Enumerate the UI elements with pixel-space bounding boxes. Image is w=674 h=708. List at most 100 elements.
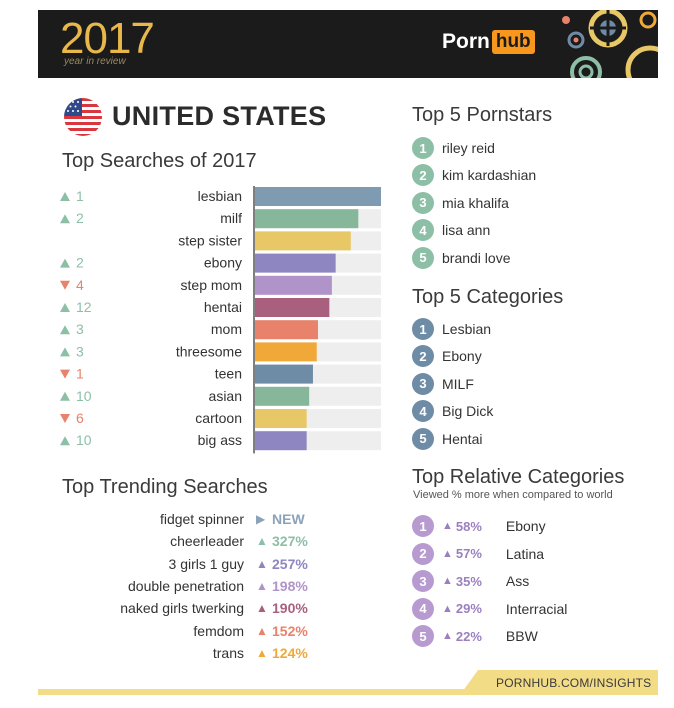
trending-term: trans — [212, 644, 244, 661]
bar-threesome — [255, 342, 317, 362]
arrow-up-icon: ▲ — [256, 578, 268, 593]
category-item: 3 MILF — [412, 372, 474, 395]
rank-change-value: 4 — [76, 277, 84, 293]
arrow-up-icon: ▲ — [256, 556, 268, 571]
arrow-up-icon: ▲ — [256, 645, 268, 660]
trending-value: 124% — [272, 644, 308, 661]
rank-up-icon — [60, 325, 70, 335]
category-label: big ass — [198, 432, 242, 448]
arrow-right-icon: ▶ — [256, 512, 266, 526]
relative-category-label: BBW — [505, 628, 538, 645]
pornstar-label: mia khalifa — [442, 194, 509, 211]
rank-down-icon — [60, 369, 70, 379]
rank-number-badge: 3 — [412, 372, 434, 395]
pornstar-item: 5 brandi love — [412, 246, 511, 269]
bar-milf — [255, 209, 359, 229]
bar-cartoon — [255, 409, 307, 428]
rank-up-icon — [60, 214, 70, 224]
trending-value: 257% — [272, 555, 308, 572]
bar-ebony — [255, 253, 336, 273]
arrow-up-icon: ▲ — [442, 547, 453, 560]
top-searches-title: Top Searches of 2017 — [62, 150, 257, 172]
relative-category-item: 1 ▲ 58% Ebony — [412, 515, 546, 537]
top-searches-chart: lesbian 1 milf 2 step sister ebony 2 step mom 4 h… — [60, 186, 381, 454]
category-label: cartoon — [195, 410, 242, 426]
rank-change-value: 12 — [76, 299, 92, 315]
rank-up-icon — [60, 436, 70, 446]
arrow-up-icon: ▲ — [442, 575, 453, 588]
rank-up-icon — [60, 391, 70, 401]
relative-category-item: 3 ▲ 35% Ass — [412, 570, 529, 593]
relative-percent: 29% — [455, 601, 482, 617]
country-title: UNITED STATES — [112, 101, 327, 131]
relative-category-label: Ebony — [505, 518, 546, 534]
rank-number-badge: 5 — [412, 625, 434, 648]
pornstar-item: 4 lisa ann — [412, 219, 490, 242]
pornstar-item: 3 mia khalifa — [412, 191, 509, 214]
relative-category-label: Interracial — [505, 600, 568, 617]
pornstar-label: riley reid — [442, 140, 495, 156]
category-label: step sister — [178, 232, 242, 248]
top-pornstars-title: Top 5 Pornstars — [412, 104, 553, 126]
trending-value: 190% — [272, 600, 308, 617]
bar-teen — [255, 364, 313, 384]
category-item: 5 Hentai — [412, 427, 482, 450]
header-banner: 2017 year in review Porn hub — [38, 10, 658, 78]
rank-up-icon — [60, 192, 70, 201]
top-categories-title: Top 5 Categories — [412, 286, 564, 308]
pornhub-logo[interactable]: Porn hub — [442, 30, 535, 54]
relative-percent: 22% — [455, 628, 482, 644]
category-label: asian — [209, 388, 242, 404]
category-label: milf — [220, 210, 242, 226]
footer-slant — [460, 670, 478, 695]
rank-change-value: 6 — [76, 410, 84, 426]
rank-number-badge: 1 — [412, 137, 434, 159]
rank-number-badge: 1 — [412, 515, 434, 537]
rank-number-badge: 4 — [412, 219, 434, 242]
category-label: MILF — [442, 375, 474, 392]
logo-text-right: hub — [491, 30, 535, 54]
arrow-up-icon: ▲ — [442, 630, 453, 643]
trending-value: 327% — [272, 533, 308, 550]
rank-number-badge: 1 — [412, 318, 434, 340]
trending-value: 198% — [272, 577, 308, 594]
year-subtitle: year in review — [64, 56, 126, 67]
arrow-up-icon: ▲ — [256, 534, 268, 549]
category-item: 2 Ebony — [412, 345, 482, 368]
footer-link[interactable]: PORNHUB.COM/INSIGHTS — [496, 676, 652, 690]
arrow-up-icon: ▲ — [442, 520, 453, 532]
relative-categories-title: Top Relative Categories — [412, 466, 625, 488]
category-label: step mom — [181, 277, 242, 293]
top-trending-title: Top Trending Searches — [62, 476, 268, 498]
relative-percent: 57% — [455, 546, 482, 562]
bar-step-sister — [255, 231, 351, 251]
trending-value: NEW — [272, 511, 305, 527]
category-label: hentai — [204, 299, 242, 315]
category-label: Big Dick — [442, 403, 494, 420]
relative-category-label: Latina — [505, 545, 545, 562]
rank-number-badge: 2 — [412, 345, 434, 368]
rank-down-icon — [60, 414, 70, 423]
footer-bar — [38, 689, 658, 695]
rank-change-value: 2 — [76, 255, 84, 271]
category-label: ebony — [204, 255, 242, 271]
footer-tab — [478, 670, 658, 695]
category-item: 1 Lesbian — [412, 318, 491, 340]
bar-step-mom — [255, 275, 332, 295]
rank-change-value: 10 — [76, 388, 92, 404]
bar-asian — [255, 386, 310, 406]
trending-term: cheerleader — [170, 533, 244, 550]
bar-mom — [255, 320, 318, 340]
relative-category-item: 4 ▲ 29% Interracial — [412, 597, 568, 620]
pornstar-item: 1 riley reid — [412, 137, 495, 159]
rank-up-icon — [60, 258, 70, 268]
category-label: Ebony — [442, 348, 482, 365]
trending-term: 3 girls 1 guy — [168, 555, 244, 572]
rank-change-value: 3 — [76, 343, 84, 359]
logo-text-left: Porn — [442, 30, 490, 53]
category-item: 4 Big Dick — [412, 400, 494, 423]
rank-change-value: 1 — [76, 188, 84, 204]
pornstar-label: brandi love — [442, 249, 511, 266]
rank-number-badge: 2 — [412, 542, 434, 565]
arrow-up-icon: ▲ — [256, 601, 268, 616]
